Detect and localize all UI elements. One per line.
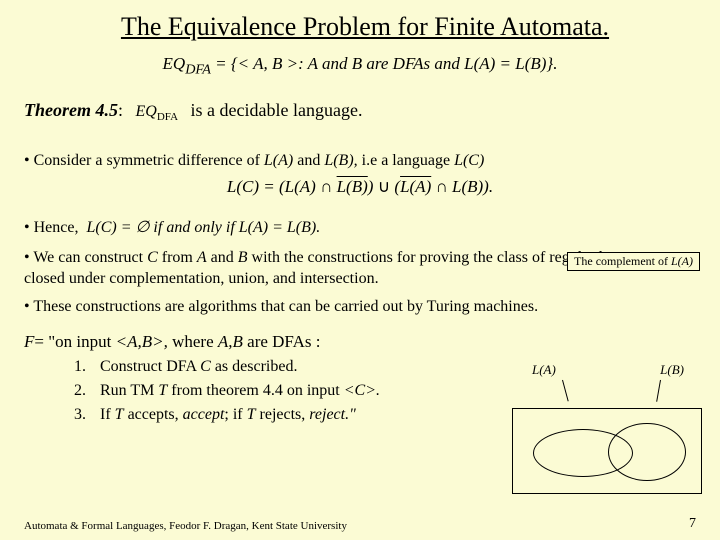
venn-circle-b	[608, 423, 686, 481]
venn-diagram: L(A) L(B)	[512, 384, 702, 494]
lc-formula: L(C) = (L(A) ∩ L(B)) ∪ (L(A) ∩ L(B)).	[24, 177, 696, 197]
bullet-algorithms: • These constructions are algorithms tha…	[24, 296, 696, 318]
page-number: 7	[689, 516, 696, 532]
pointer-a	[562, 380, 569, 402]
bullet-1: • Consider a symmetric difference of L(A…	[24, 150, 696, 172]
venn-la-label: L(A)	[532, 362, 556, 378]
eq-definition: EQDFA = {< A, B >: A and B are DFAs and …	[24, 54, 696, 78]
step-2: 2. Run TM T from theorem 4.4 on input <C…	[74, 382, 474, 400]
hence-equation: L(C) = ∅ if and only if L(A) = L(B).	[86, 219, 320, 236]
venn-lb-label: L(B)	[660, 362, 684, 378]
theorem-tail: is a decidable language.	[191, 100, 363, 120]
footer-text: Automata & Formal Languages, Feodor F. D…	[24, 520, 347, 532]
complement-callout: The complement of L(A)	[567, 252, 700, 271]
algo-steps: 1. Construct DFA C as described. 2. Run …	[74, 358, 474, 424]
pointer-b	[656, 380, 661, 402]
bullet-hence: • Hence, L(C) = ∅ if and only if L(A) = …	[24, 217, 696, 239]
step-3: 3. If T accepts, accept; if T rejects, r…	[74, 406, 474, 424]
algo-intro: F= "on input <A,B>, where A,B are DFAs :	[24, 332, 696, 352]
theorem-label: Theorem 4.5	[24, 100, 118, 120]
slide-title: The Equivalence Problem for Finite Autom…	[24, 12, 696, 42]
theorem-statement: Theorem 4.5: EQDFA is a decidable langua…	[24, 100, 696, 123]
step-1: 1. Construct DFA C as described.	[74, 358, 474, 376]
